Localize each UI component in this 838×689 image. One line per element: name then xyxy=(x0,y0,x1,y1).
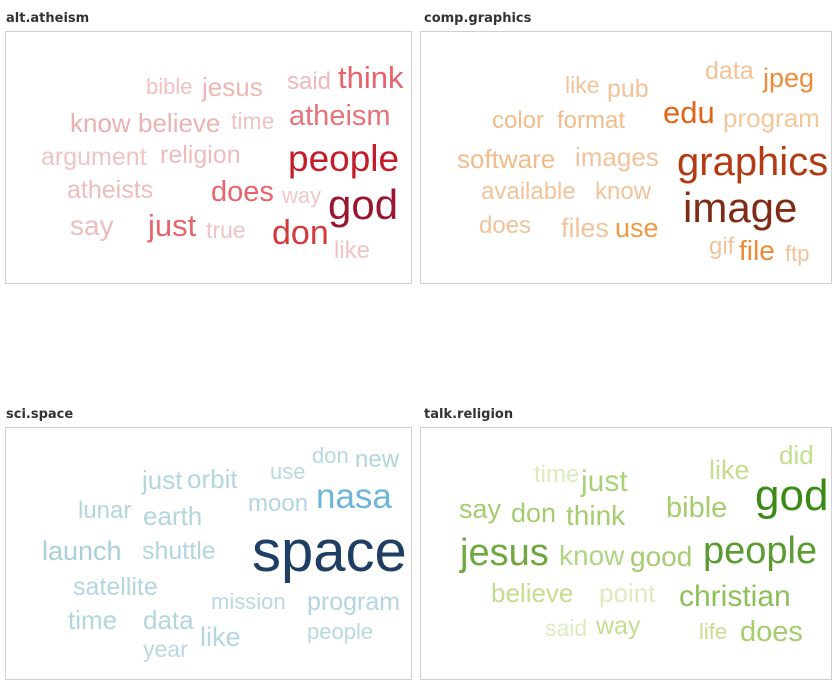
word-satellite: satellite xyxy=(73,573,158,601)
word-image: image xyxy=(683,184,798,231)
word-images: images xyxy=(575,142,659,172)
word-way: way xyxy=(282,183,322,208)
word-know: know xyxy=(559,540,625,571)
word-format: format xyxy=(557,107,626,134)
word-think: think xyxy=(566,500,626,531)
word-program: program xyxy=(723,103,820,133)
word-know: know xyxy=(595,178,652,205)
word-year: year xyxy=(143,636,188,662)
word-say: say xyxy=(70,210,114,241)
word-gif: gif xyxy=(709,233,735,260)
word-available: available xyxy=(481,178,576,205)
word-did: did xyxy=(779,440,814,470)
word-atheism: atheism xyxy=(289,100,391,132)
word-files: files xyxy=(561,213,610,243)
word-people: people xyxy=(703,530,818,572)
word-new: new xyxy=(355,446,400,473)
word-use: use xyxy=(615,213,659,243)
word-space: space xyxy=(252,519,407,584)
word-point: point xyxy=(599,578,656,608)
word-bible: bible xyxy=(666,492,728,524)
word-think: think xyxy=(338,60,404,95)
panel-title-sci-space: sci.space xyxy=(6,407,74,422)
word-moon: moon xyxy=(248,490,309,517)
word-religion: religion xyxy=(160,141,241,169)
word-data: data xyxy=(143,605,194,635)
word-don: don xyxy=(312,443,349,468)
word-program: program xyxy=(307,588,401,616)
word-lunar: lunar xyxy=(78,497,132,524)
word-jesus: jesus xyxy=(460,532,549,574)
word-know: know xyxy=(70,108,131,138)
word-atheists: atheists xyxy=(67,176,154,204)
word-color: color xyxy=(492,107,545,134)
word-like: like xyxy=(709,455,750,485)
word-just: just xyxy=(581,465,628,498)
word-time: time xyxy=(68,605,118,635)
word-does: does xyxy=(740,616,803,648)
word-edu: edu xyxy=(663,95,715,130)
word-good: good xyxy=(630,541,693,572)
word-pub: pub xyxy=(607,75,649,103)
word-use: use xyxy=(270,459,306,484)
word-said: said xyxy=(545,615,588,641)
word-time: time xyxy=(231,108,275,134)
word-data: data xyxy=(705,57,754,85)
wordcloud-panel-talk-religion: did time just like god say don think bible jesus k… xyxy=(420,427,832,680)
word-does: does xyxy=(479,212,532,239)
word-life: life xyxy=(699,619,728,644)
panel-title-comp-graphics: comp.graphics xyxy=(424,11,532,26)
word-ftp: ftp xyxy=(785,241,810,266)
word-believe: believe xyxy=(491,578,574,608)
word-god: god xyxy=(755,471,829,520)
word-true: true xyxy=(206,217,246,243)
word-argument: argument xyxy=(41,143,147,171)
word-just: just xyxy=(142,465,183,495)
word-nasa: nasa xyxy=(316,477,392,516)
panel-title-talk-religion: talk.religion xyxy=(424,407,514,422)
wordcloud-panel-comp-graphics: like pub data jpeg color format edu program soft… xyxy=(420,31,832,284)
word-software: software xyxy=(457,144,556,174)
word-don: don xyxy=(272,214,329,252)
word-believe: believe xyxy=(138,108,221,138)
word-jesus: jesus xyxy=(202,72,263,102)
word-just: just xyxy=(148,208,197,243)
word-earth: earth xyxy=(143,501,203,531)
word-people: people xyxy=(307,619,374,644)
word-orbit: orbit xyxy=(187,464,238,494)
word-bible: bible xyxy=(146,74,193,99)
word-time: time xyxy=(534,461,580,488)
word-god: god xyxy=(328,181,399,228)
word-graphics: graphics xyxy=(677,140,829,184)
word-like: like xyxy=(565,72,600,98)
word-christian: christian xyxy=(679,580,791,613)
wordcloud-panel-alt-atheism: bible jesus said think know believe time atheis… xyxy=(5,31,412,284)
word-file: file xyxy=(739,235,775,266)
word-jpeg: jpeg xyxy=(763,63,815,93)
word-way: way xyxy=(596,612,641,640)
word-shuttle: shuttle xyxy=(142,537,216,565)
word-like: like xyxy=(200,622,241,652)
wordcloud-panel-sci-space: don new just orbit use lunar moon nasa earth laun… xyxy=(5,427,412,680)
word-like: like xyxy=(334,237,371,264)
word-mission: mission xyxy=(211,589,286,614)
word-launch: launch xyxy=(42,536,122,566)
word-said: said xyxy=(287,68,332,95)
word-people: people xyxy=(288,138,400,179)
panel-title-alt-atheism: alt.atheism xyxy=(6,11,90,26)
word-does: does xyxy=(211,176,274,208)
word-say: say xyxy=(459,494,502,524)
word-don: don xyxy=(511,498,557,528)
